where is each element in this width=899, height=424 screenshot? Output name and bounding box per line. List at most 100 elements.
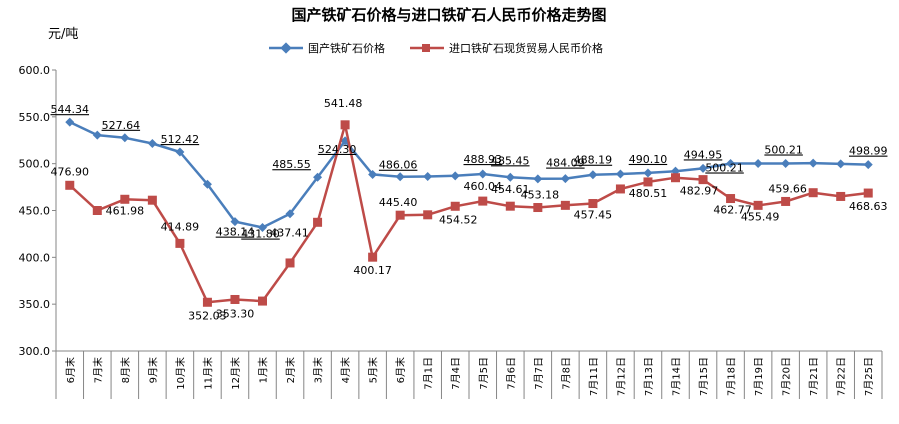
x-tick-label: 7月4日 (450, 357, 462, 390)
data-point-import (533, 203, 543, 213)
data-point-import (65, 180, 75, 190)
series-line-1 (68, 123, 869, 304)
y-tick-label: 300.0 (19, 345, 51, 358)
x-tick-label: 7月7日 (533, 357, 545, 390)
data-label: 457.45 (574, 209, 613, 222)
x-tick-label: 3月末 (312, 357, 325, 383)
x-tick-label: 2月末 (284, 357, 297, 383)
series-group (65, 117, 873, 307)
data-label: 480.51 (629, 187, 668, 200)
data-point-domestic (230, 217, 240, 227)
legend-marker-import (422, 44, 430, 52)
data-label: 544.34 (51, 103, 90, 116)
data-label: 460.04 (464, 180, 503, 193)
x-tick-label: 7月14日 (671, 357, 683, 396)
data-point-domestic (615, 169, 625, 179)
data-point-import (313, 217, 323, 227)
x-tick-label: 10月末 (174, 357, 187, 390)
legend-label-import: 进口铁矿石现货贸易人民币价格 (449, 41, 603, 55)
data-point-import (726, 194, 736, 204)
x-tick-label: 7月11日 (588, 357, 600, 396)
data-point-domestic (395, 172, 405, 182)
data-label: 482.97 (680, 185, 719, 198)
data-point-domestic (120, 133, 130, 143)
data-point-import (340, 120, 350, 130)
y-tick-label: 550.0 (19, 111, 51, 124)
data-label: 485.55 (272, 158, 311, 171)
axes: 300.0 350.0 400.0 450.0 500.0 550.0 600.0 6月末 7… (19, 64, 883, 399)
x-ticks: 6月末 7月末 8月末 9月末 10月末 11月末 12月末 1月末 2月末 3月末 4月末 5月末 6… (55, 351, 883, 399)
x-tick-label: 6月末 (64, 357, 77, 383)
data-point-domestic (368, 169, 378, 179)
data-point-import (285, 258, 295, 268)
x-tick-label: 12月末 (229, 357, 242, 390)
x-tick-label: 5月末 (367, 357, 380, 383)
data-label: 454.61 (491, 183, 530, 196)
data-label: 527.64 (102, 119, 141, 132)
data-point-domestic (836, 159, 846, 169)
x-tick-label: 7月13日 (643, 357, 655, 396)
data-point-domestic (92, 130, 102, 140)
data-label: 455.49 (741, 210, 780, 223)
data-point-domestic (423, 171, 433, 181)
legend-marker-domestic (280, 42, 292, 54)
data-point-domestic (533, 174, 543, 184)
data-point-import (368, 252, 378, 262)
chart-title: 国产铁矿石价格与进口铁矿石人民币价格走势图 (291, 6, 606, 24)
x-tick-label: 6月末 (394, 357, 407, 383)
data-label: 500.21 (705, 161, 744, 174)
x-tick-label: 7月12日 (615, 357, 627, 396)
data-point-domestic (726, 158, 736, 168)
data-point-import (478, 196, 488, 206)
legend: 国产铁矿石价格 进口铁矿石现货贸易人民币价格 (269, 41, 603, 55)
legend-label-domestic: 国产铁矿石价格 (308, 41, 385, 55)
data-point-domestic (147, 139, 157, 149)
data-label: 400.17 (353, 264, 392, 277)
data-point-domestic (450, 171, 460, 181)
x-tick-label: 7月6日 (505, 357, 517, 390)
data-point-domestic (258, 223, 267, 233)
data-point-import (753, 200, 763, 210)
data-point-import (120, 194, 130, 204)
data-label: 541.48 (324, 97, 363, 110)
data-label: 454.52 (439, 213, 478, 226)
data-point-domestic (313, 172, 323, 182)
data-point-import (230, 294, 240, 304)
x-tick-label: 4月末 (339, 357, 352, 383)
data-label: 461.98 (106, 204, 145, 217)
data-label: 437.41 (270, 226, 309, 239)
data-label: 453.18 (521, 189, 560, 202)
data-label: 476.90 (51, 165, 90, 178)
data-point-import (698, 175, 708, 185)
y-tick-label: 450.0 (19, 205, 51, 218)
data-point-import (147, 195, 157, 205)
data-label: 431.80 (241, 228, 280, 241)
data-point-import (202, 297, 212, 307)
x-tick-label: 7月末 (91, 357, 104, 383)
data-point-import (588, 199, 598, 209)
x-tick-label: 7月1日 (423, 357, 435, 390)
data-label: 484.09 (546, 157, 585, 170)
x-tick-label: 7月22日 (836, 357, 848, 396)
data-label: 459.66 (768, 182, 807, 195)
data-point-domestic (643, 168, 653, 178)
data-point-import (175, 238, 185, 248)
x-tick-label: 1月末 (257, 357, 270, 383)
y-tick-label: 500.0 (19, 158, 51, 171)
data-point-import (615, 184, 625, 194)
data-point-import (671, 173, 680, 183)
x-tick-label: 7月20日 (781, 357, 793, 396)
data-point-import (92, 206, 102, 215)
data-label: 498.99 (849, 145, 888, 158)
data-point-import (560, 200, 570, 210)
x-tick-label: 9月末 (146, 357, 159, 383)
y-ticks: 300.0 350.0 400.0 450.0 500.0 550.0 600.0 (19, 64, 56, 358)
data-point-domestic (285, 209, 295, 219)
data-label: 512.42 (161, 133, 200, 146)
data-label: 486.06 (379, 159, 418, 172)
data-point-import (395, 210, 405, 220)
data-point-import (863, 188, 873, 198)
data-label: 524.30 (318, 143, 357, 156)
data-label: 500.21 (764, 143, 803, 156)
